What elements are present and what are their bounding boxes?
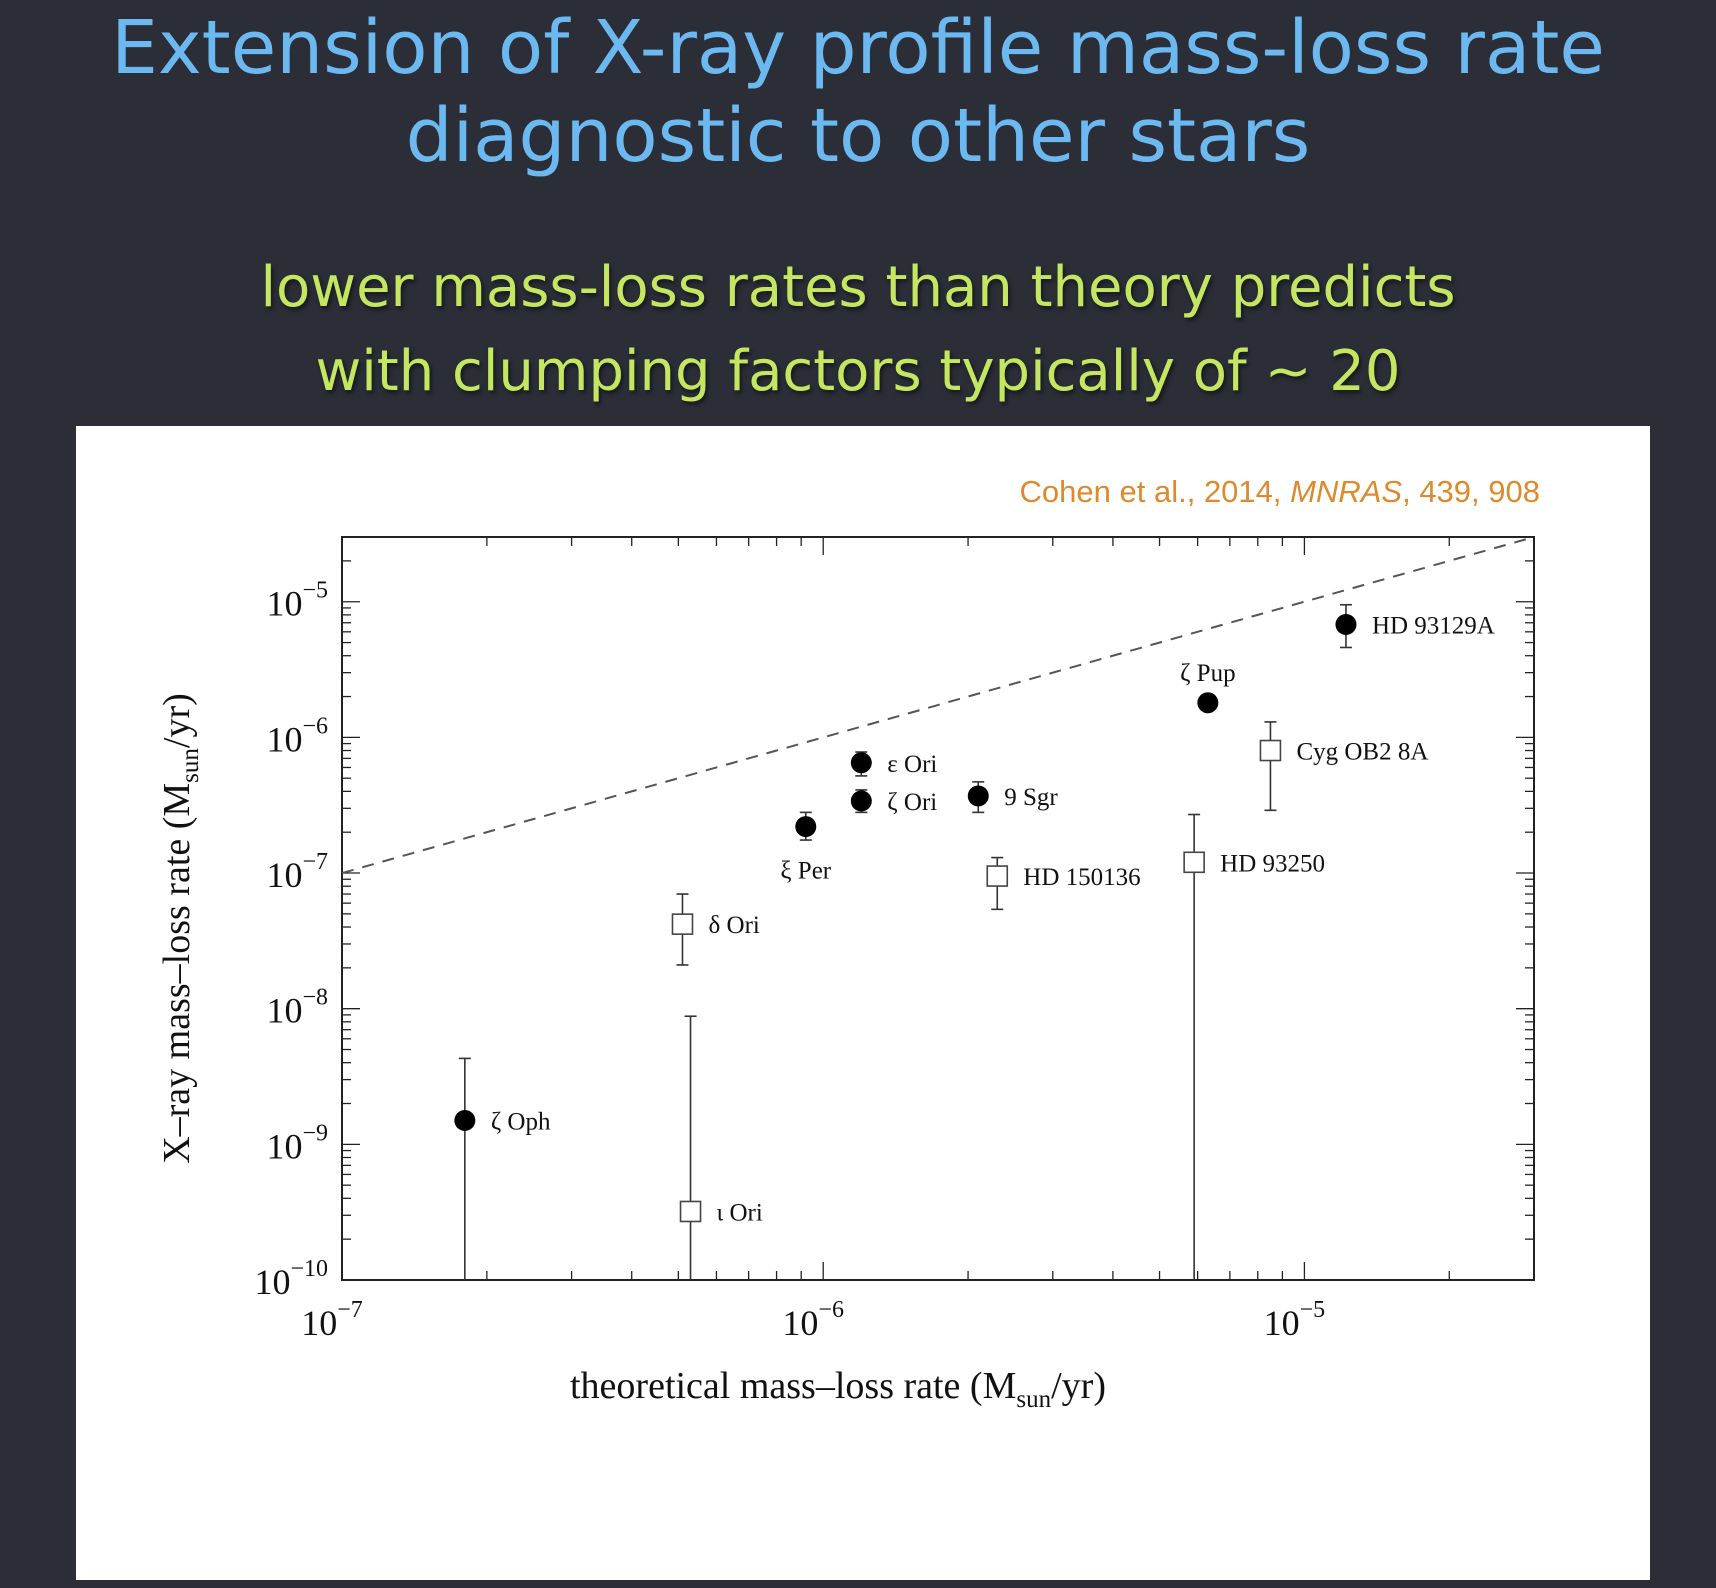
point-label: ε Ori bbox=[887, 751, 937, 778]
point-label: ξ Per bbox=[780, 858, 831, 885]
x-tick-label: 10−5 bbox=[1264, 1297, 1326, 1343]
point-label: ζ Ori bbox=[887, 789, 937, 816]
y-tick-label: 10−7 bbox=[266, 849, 328, 895]
slide-title: Extension of X-ray profile mass-loss rat… bbox=[0, 4, 1716, 180]
y-tick-label: 10−10 bbox=[254, 1256, 328, 1302]
data-point bbox=[795, 816, 817, 838]
data-point bbox=[1259, 739, 1282, 762]
slide-subtitle-line-1: lower mass-loss rates than theory predic… bbox=[260, 255, 1456, 320]
data-point bbox=[1335, 613, 1357, 635]
x-tick-label: 10−6 bbox=[782, 1297, 844, 1343]
point-label: 9 Sgr bbox=[1004, 784, 1058, 811]
point-label: HD 150136 bbox=[1023, 864, 1140, 891]
point-label: δ Ori bbox=[708, 912, 759, 939]
one-to-one-line bbox=[341, 536, 1535, 874]
data-point bbox=[671, 913, 694, 935]
y-tick-label: 10−5 bbox=[266, 578, 328, 624]
point-label: HD 93250 bbox=[1220, 850, 1325, 877]
point-label: HD 93129A bbox=[1372, 612, 1495, 639]
x-axis-label: theoretical mass–loss rate (Msun/yr) bbox=[570, 1365, 1106, 1413]
series-open: δ Ori ι Ori HD 150136 HD 93250 Cyg OB2 8A bbox=[671, 721, 1428, 1280]
slide-title-line-2: diagnostic to other stars bbox=[405, 93, 1311, 179]
data-point bbox=[679, 1200, 702, 1223]
data-point bbox=[454, 1109, 476, 1131]
point-label: ζ Oph bbox=[491, 1108, 551, 1135]
figure-panel: Cohen et al., 2014, MNRAS, 439, 908 10−7… bbox=[76, 426, 1650, 1580]
y-tick-label: 10−8 bbox=[266, 985, 328, 1031]
slide-title-line-1: Extension of X-ray profile mass-loss rat… bbox=[111, 5, 1605, 91]
axis-ticks bbox=[341, 537, 1534, 1281]
data-point bbox=[850, 790, 872, 812]
slide-subtitle-line-2: with clumping factors typically of ~ 20 bbox=[315, 339, 1401, 404]
point-label: ι Ori bbox=[717, 1199, 763, 1226]
x-tick-label: 10−7 bbox=[301, 1297, 363, 1343]
y-tick-label: 10−6 bbox=[266, 713, 328, 759]
citation: Cohen et al., 2014, MNRAS, 439, 908 bbox=[1020, 474, 1540, 510]
scatter-plot: 10−7 10−6 10−5 10−10 10−9 10−8 10−7 10−6 10−5 the… bbox=[156, 536, 1535, 1413]
series-filled: ζ Oph ξ Per ε Ori ζ Ori 9 Sgr ζ Pup HD 93129A bbox=[454, 603, 1495, 1280]
data-point bbox=[967, 785, 989, 807]
point-label: ζ Pup bbox=[1180, 660, 1236, 687]
y-tick-label: 10−9 bbox=[266, 1120, 328, 1166]
data-point bbox=[1197, 692, 1219, 714]
y-axis-label: X–ray mass–loss rate (Msun/yr) bbox=[156, 693, 204, 1164]
point-label: Cyg OB2 8A bbox=[1296, 739, 1428, 766]
data-point bbox=[850, 752, 872, 774]
plot-frame bbox=[341, 536, 1535, 1281]
data-point bbox=[986, 865, 1009, 887]
citation-journal: MNRAS bbox=[1290, 474, 1403, 509]
citation-authors: Cohen et al., 2014, bbox=[1019, 474, 1291, 509]
citation-ref: , 439, 908 bbox=[1402, 474, 1540, 509]
slide-subtitle: lower mass-loss rates than theory predic… bbox=[0, 246, 1716, 414]
data-point bbox=[1183, 851, 1205, 874]
